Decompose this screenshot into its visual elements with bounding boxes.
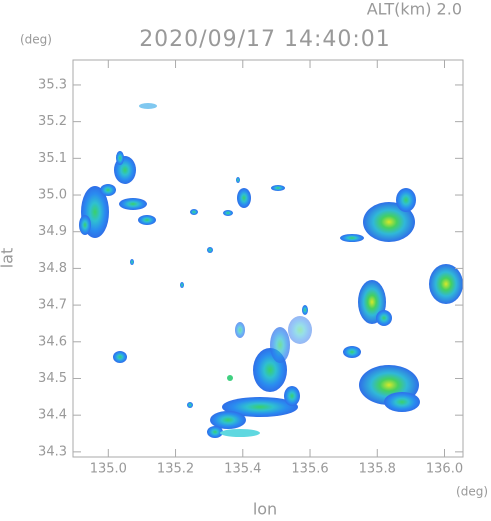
y-unit: (deg) — [20, 33, 52, 47]
y-tick-label: 34.6 — [38, 334, 67, 349]
altitude-label: ALT(km) 2.0 — [367, 0, 462, 19]
y-tick-label: 35.1 — [38, 151, 67, 166]
y-tick-label: 34.7 — [38, 298, 67, 313]
x-tick-label: 135.8 — [359, 462, 396, 477]
y-tick-label: 34.3 — [38, 444, 67, 459]
x-tick-label: 135.2 — [157, 462, 194, 477]
chart-title: 2020/09/17 14:40:01 — [139, 27, 391, 52]
y-tick-label: 34.9 — [38, 224, 67, 239]
y-tick-label: 35.2 — [38, 114, 67, 129]
x-tick-label: 136.0 — [426, 462, 463, 477]
plot-frame — [72, 59, 464, 458]
x-tick-label: 135.4 — [224, 462, 261, 477]
x-axis-label: lon — [253, 500, 277, 519]
x-tick-label: 135.6 — [291, 462, 328, 477]
x-unit: (deg) — [456, 485, 488, 499]
y-tick-label: 34.8 — [38, 261, 67, 276]
y-tick-label: 35.3 — [38, 77, 67, 92]
y-tick-label: 34.4 — [38, 408, 67, 423]
y-tick-label: 34.5 — [38, 371, 67, 386]
x-tick-label: 135.0 — [90, 462, 127, 477]
y-tick-label: 35.0 — [38, 188, 67, 203]
radar-echoes — [79, 103, 463, 438]
y-axis-label: lat — [0, 248, 17, 269]
